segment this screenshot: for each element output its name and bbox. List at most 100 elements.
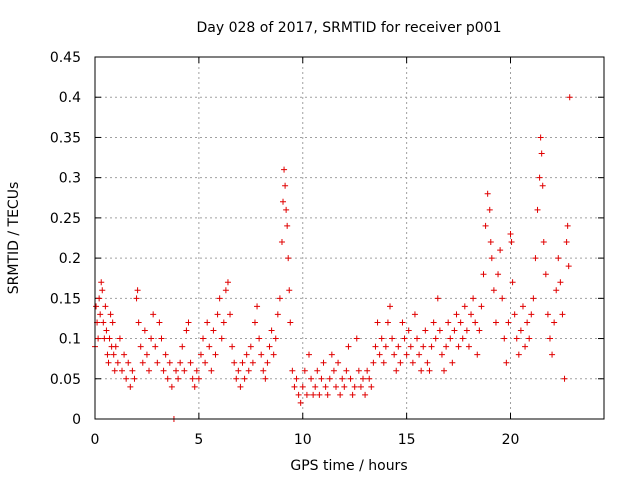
- data-point: [459, 335, 466, 342]
- y-tick-label: 0.45: [50, 50, 81, 66]
- data-point: [486, 206, 493, 213]
- data-point: [457, 319, 464, 326]
- data-point: [426, 367, 433, 374]
- data-point: [399, 319, 406, 326]
- data-point: [345, 343, 352, 350]
- data-point: [566, 94, 573, 101]
- data-point: [461, 303, 468, 310]
- data-point: [200, 335, 207, 342]
- data-point: [389, 335, 396, 342]
- data-point: [102, 303, 109, 310]
- data-point: [227, 311, 234, 318]
- y-tick-label: 0.3: [59, 171, 81, 187]
- data-point: [497, 247, 504, 254]
- data-point: [111, 367, 118, 374]
- data-point: [418, 367, 425, 374]
- data-point: [276, 295, 283, 302]
- data-point: [357, 383, 364, 390]
- data-point: [451, 327, 458, 334]
- data-point: [233, 375, 240, 382]
- data-point: [285, 255, 292, 262]
- data-point: [522, 343, 529, 350]
- data-point: [301, 367, 308, 374]
- data-point: [403, 351, 410, 358]
- x-tick-label: 5: [194, 432, 203, 448]
- data-point: [303, 391, 310, 398]
- data-point: [280, 198, 287, 205]
- data-point: [266, 343, 273, 350]
- data-point: [177, 359, 184, 366]
- data-point: [487, 239, 494, 246]
- data-point: [480, 271, 487, 278]
- data-point: [237, 383, 244, 390]
- data-point: [95, 335, 102, 342]
- data-point: [268, 327, 275, 334]
- data-point: [175, 375, 182, 382]
- data-point: [380, 359, 387, 366]
- y-tick-label: 0.35: [50, 130, 81, 146]
- data-point: [231, 359, 238, 366]
- data-point: [555, 255, 562, 262]
- data-point: [515, 351, 522, 358]
- data-point: [405, 327, 412, 334]
- data-point: [320, 359, 327, 366]
- data-point: [484, 190, 491, 197]
- data-point: [158, 335, 165, 342]
- data-point: [101, 335, 108, 342]
- data-point: [191, 383, 198, 390]
- data-point: [557, 279, 564, 286]
- data-point: [125, 359, 132, 366]
- data-point: [312, 383, 319, 390]
- data-point: [534, 206, 541, 213]
- data-point: [416, 351, 423, 358]
- data-point: [536, 174, 543, 181]
- data-point: [104, 351, 111, 358]
- data-point: [370, 359, 377, 366]
- data-point: [264, 359, 271, 366]
- data-point: [274, 311, 281, 318]
- data-point: [511, 311, 518, 318]
- data-point: [501, 335, 508, 342]
- data-point: [208, 367, 215, 374]
- data-point: [166, 359, 173, 366]
- data-point: [447, 335, 454, 342]
- data-point: [106, 335, 113, 342]
- data-point: [465, 343, 472, 350]
- data-point: [135, 319, 142, 326]
- data-point: [441, 367, 448, 374]
- data-point: [376, 351, 383, 358]
- data-point: [282, 182, 289, 189]
- data-point: [278, 239, 285, 246]
- data-point: [150, 311, 157, 318]
- data-point: [387, 303, 394, 310]
- data-point: [409, 359, 416, 366]
- data-point: [476, 327, 483, 334]
- data-points: [92, 94, 573, 422]
- data-point: [314, 367, 321, 374]
- data-point: [382, 343, 389, 350]
- data-point: [318, 375, 325, 382]
- data-point: [538, 150, 545, 157]
- data-point: [540, 239, 547, 246]
- data-point: [299, 383, 306, 390]
- data-point: [173, 367, 180, 374]
- data-point: [537, 134, 544, 141]
- data-point: [542, 271, 549, 278]
- data-point: [210, 327, 217, 334]
- data-point: [355, 367, 362, 374]
- data-point: [310, 391, 317, 398]
- data-point: [216, 295, 223, 302]
- data-point: [393, 367, 400, 374]
- y-tick-label: 0.2: [59, 251, 81, 267]
- data-point: [116, 335, 123, 342]
- y-tick-label: 0.25: [50, 211, 81, 227]
- data-point: [384, 319, 391, 326]
- y-tick-label: 0.05: [50, 372, 81, 388]
- data-point: [258, 351, 265, 358]
- data-point: [428, 343, 435, 350]
- data-point: [156, 319, 163, 326]
- data-point: [528, 311, 535, 318]
- data-point: [249, 359, 256, 366]
- data-point: [241, 375, 248, 382]
- data-point: [162, 351, 169, 358]
